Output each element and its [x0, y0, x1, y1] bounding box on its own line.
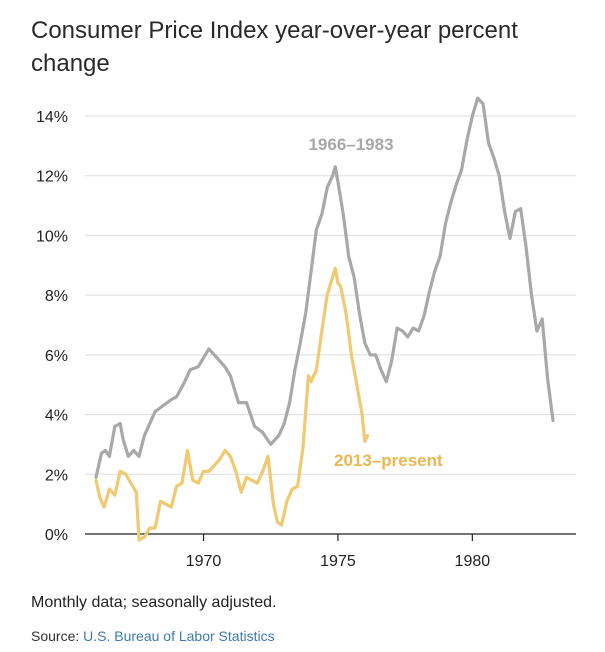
- series-line-1966-1983: [94, 96, 555, 479]
- gridlines: [85, 115, 576, 475]
- y-tick-label: 14%: [36, 109, 68, 126]
- source-label: Source:: [31, 628, 80, 644]
- y-tick-label: 6%: [45, 348, 68, 365]
- source-link[interactable]: U.S. Bureau of Labor Statistics: [83, 628, 275, 644]
- series-lines: [94, 96, 555, 542]
- y-axis-tick-labels: 0% 2% 4% 6% 8% 10% 12% 14%: [36, 109, 68, 544]
- series-line-2013-present: [94, 266, 370, 542]
- series-label-2013-present: 2013–present: [334, 451, 443, 470]
- series-label-1966-1983: 1966–1983: [308, 135, 393, 154]
- series-labels: 1966–1983 2013–present: [308, 135, 443, 470]
- x-tick-label: 1980: [455, 553, 491, 570]
- y-tick-label: 2%: [45, 467, 68, 484]
- x-axis: 1970 1975 1980: [85, 533, 576, 570]
- y-tick-label: 4%: [45, 408, 68, 425]
- y-tick-label: 8%: [45, 288, 68, 305]
- y-tick-label: 12%: [36, 169, 68, 186]
- source-line: Source: U.S. Bureau of Labor Statistics: [31, 628, 275, 644]
- cpi-line-chart: 0% 2% 4% 6% 8% 10% 12% 14% 1970 1975 1980 1966–19…: [36, 96, 576, 570]
- y-tick-label: 10%: [36, 228, 68, 245]
- x-tick-label: 1975: [320, 553, 356, 570]
- chart-note: Monthly data; seasonally adjusted.: [31, 594, 277, 611]
- x-tick-label: 1970: [186, 553, 222, 570]
- y-tick-label: 0%: [45, 527, 68, 544]
- chart-title: Consumer Price Index year-over-year perc…: [31, 17, 518, 77]
